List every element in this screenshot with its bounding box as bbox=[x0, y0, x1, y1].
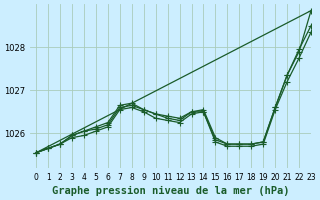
X-axis label: Graphe pression niveau de la mer (hPa): Graphe pression niveau de la mer (hPa) bbox=[52, 186, 289, 196]
